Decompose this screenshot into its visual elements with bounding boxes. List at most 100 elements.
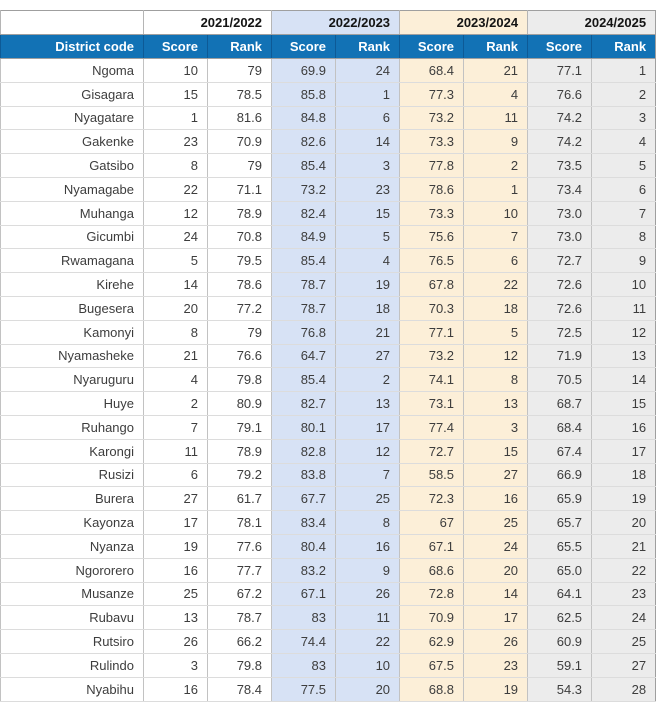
rank-cell: 16 [463,486,528,512]
rank-cell: 17 [591,439,656,464]
rank-cell: 13 [591,344,656,369]
score-cell: 10 [143,58,208,83]
column-header-row: District code Score Rank Score Rank Scor… [0,34,656,59]
table-row: Rutsiro 26 66.2 74.4 22 62.9 26 60.9 25 [0,629,656,654]
score-cell: 22 [143,177,208,202]
rank-cell: 12 [335,439,400,464]
rank-cell: 1 [591,58,656,83]
score-cell: 72.3 [399,486,464,512]
rank-cell: 79 [206,153,272,178]
rank-cell: 7 [335,463,400,488]
score-cell: 67.4 [527,439,592,464]
score-cell: 17 [143,510,208,535]
district-cell: Rusizi [0,463,144,488]
rank-cell: 66.2 [206,629,272,654]
rank-cell: 22 [335,629,400,654]
rank-cell: 78.5 [206,82,272,107]
rank-header-2024-2025: Rank [591,34,656,59]
score-cell: 13 [143,605,208,631]
score-cell: 8 [143,153,208,178]
score-cell: 72.6 [527,296,592,321]
rank-cell: 21 [463,58,528,83]
rank-cell: 15 [463,439,528,464]
table-row: Muhanga 12 78.9 82.4 15 73.3 10 73.0 7 [0,201,656,226]
score-cell: 77.3 [399,82,464,107]
rank-cell: 25 [463,510,528,535]
district-cell: Muhanga [0,201,144,226]
rank-cell: 3 [335,153,400,178]
score-cell: 19 [143,534,208,559]
score-cell: 62.9 [399,629,464,654]
year-header-2021-2022: 2021/2022 [142,10,272,35]
rank-cell: 71.1 [206,177,272,202]
rank-cell: 27 [335,344,400,369]
score-cell: 8 [143,320,208,345]
rank-cell: 7 [463,225,528,250]
score-cell: 65.0 [527,558,592,583]
score-cell: 27 [143,486,208,512]
rank-cell: 10 [591,272,656,297]
rank-cell: 1 [463,177,528,202]
rank-cell: 5 [335,225,400,250]
district-cell: Gisagara [0,82,144,107]
table-row: Rwamagana 5 79.5 85.4 4 76.5 6 72.7 9 [0,248,656,274]
district-cell: Karongi [0,439,144,464]
rank-cell: 23 [463,653,528,678]
score-cell: 77.1 [399,320,464,345]
score-cell: 23 [143,129,208,155]
score-cell: 75.6 [399,225,464,250]
district-cell: Nyanza [0,534,144,559]
rank-cell: 21 [591,534,656,559]
year-header-row: 2021/2022 2022/2023 2023/2024 2024/2025 [0,10,656,35]
table-row: Gakenke 23 70.9 82.6 14 73.3 9 74.2 4 [0,129,656,155]
table-body: Ngoma 10 79 69.9 24 68.4 21 77.1 1 Gisagara 15 78.5… [0,58,656,702]
rank-cell: 3 [591,106,656,131]
table-row: Nyaruguru 4 79.8 85.4 2 74.1 8 70.5 14 [0,367,656,393]
rank-cell: 25 [335,486,400,512]
rank-cell: 81.6 [206,106,272,131]
score-cell: 85.4 [271,248,336,274]
table-row: Huye 2 80.9 82.7 13 73.1 13 68.7 15 [0,391,656,416]
rank-cell: 18 [335,296,400,321]
table-row: Gicumbi 24 70.8 84.9 5 75.6 7 73.0 8 [0,225,656,250]
district-cell: Nyamagabe [0,177,144,202]
rank-cell: 6 [591,177,656,202]
score-cell: 72.7 [399,439,464,464]
score-cell: 73.2 [399,344,464,369]
rank-cell: 79.8 [206,653,272,678]
score-cell: 68.4 [399,58,464,83]
rank-cell: 78.9 [206,439,272,464]
score-cell: 82.7 [271,391,336,416]
district-cell: Ngoma [0,58,144,83]
rank-cell: 4 [335,248,400,274]
rank-cell: 18 [591,463,656,488]
rank-cell: 79 [206,320,272,345]
rank-cell: 20 [335,677,400,702]
score-cell: 66.9 [527,463,592,488]
rank-cell: 27 [591,653,656,678]
score-cell: 67.8 [399,272,464,297]
rank-cell: 7 [591,201,656,226]
district-cell: Nyaruguru [0,367,144,393]
score-cell: 74.1 [399,367,464,393]
rank-header-2022-2023: Rank [335,34,400,59]
score-cell: 14 [143,272,208,297]
district-cell: Gicumbi [0,225,144,250]
table-row: Ruhango 7 79.1 80.1 17 77.4 3 68.4 16 [0,415,656,440]
score-cell: 84.8 [271,106,336,131]
table-row: Nyamagabe 22 71.1 73.2 23 78.6 1 73.4 6 [0,177,656,202]
score-cell: 83.2 [271,558,336,583]
rank-cell: 77.6 [206,534,272,559]
rank-cell: 8 [591,225,656,250]
corner-cell [0,10,144,35]
rank-cell: 2 [335,367,400,393]
rank-cell: 8 [335,510,400,535]
district-cell: Nyagatare [0,106,144,131]
score-cell: 7 [143,415,208,440]
table-row: Nyabihu 16 78.4 77.5 20 68.8 19 54.3 28 [0,677,656,702]
score-cell: 76.8 [271,320,336,345]
score-cell: 85.4 [271,367,336,393]
rank-cell: 17 [335,415,400,440]
score-cell: 73.3 [399,201,464,226]
score-cell: 77.4 [399,415,464,440]
